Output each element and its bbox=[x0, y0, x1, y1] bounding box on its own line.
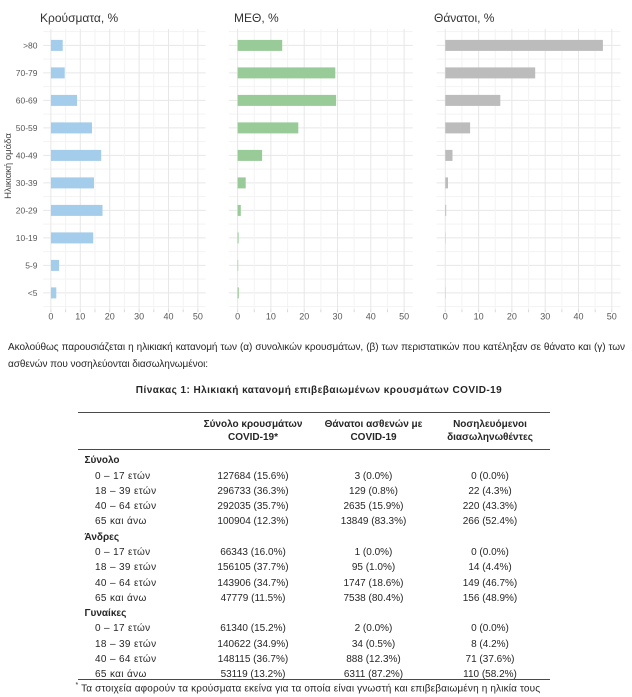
svg-text:50: 50 bbox=[193, 312, 203, 322]
svg-text:>80: >80 bbox=[23, 40, 38, 50]
svg-text:40: 40 bbox=[366, 312, 376, 322]
svg-text:60-69: 60-69 bbox=[16, 95, 38, 105]
svg-text:50: 50 bbox=[399, 312, 409, 322]
svg-text:40: 40 bbox=[573, 312, 583, 322]
svg-text:50-59: 50-59 bbox=[16, 123, 38, 133]
svg-text:30: 30 bbox=[134, 312, 144, 322]
svg-text:20: 20 bbox=[105, 312, 115, 322]
svg-text:50: 50 bbox=[607, 312, 617, 322]
svg-text:ΜΕΘ, %: ΜΕΘ, % bbox=[234, 11, 279, 25]
svg-text:10: 10 bbox=[75, 312, 85, 322]
svg-text:70-79: 70-79 bbox=[16, 68, 38, 78]
svg-text:Ηλικιακή ομάδα: Ηλικιακή ομάδα bbox=[3, 133, 14, 199]
svg-text:0: 0 bbox=[48, 312, 53, 322]
svg-text:10: 10 bbox=[474, 312, 484, 322]
svg-text:20: 20 bbox=[299, 312, 309, 322]
svg-text:0: 0 bbox=[235, 312, 240, 322]
svg-text:20: 20 bbox=[507, 312, 517, 322]
svg-text:40: 40 bbox=[163, 312, 173, 322]
svg-text:20-29: 20-29 bbox=[16, 205, 38, 215]
svg-text:0: 0 bbox=[443, 312, 448, 322]
svg-text:30-39: 30-39 bbox=[16, 178, 38, 188]
svg-text:30: 30 bbox=[540, 312, 550, 322]
svg-text:30: 30 bbox=[332, 312, 342, 322]
svg-text:Θάνατοι, %: Θάνατοι, % bbox=[434, 11, 495, 25]
svg-text:Κρούσματα, %: Κρούσματα, % bbox=[40, 11, 119, 25]
svg-text:10-19: 10-19 bbox=[16, 233, 38, 243]
svg-text:<5: <5 bbox=[28, 288, 38, 298]
svg-text:10: 10 bbox=[266, 312, 276, 322]
svg-text:40-49: 40-49 bbox=[16, 150, 38, 160]
svg-text:5-9: 5-9 bbox=[25, 260, 38, 270]
